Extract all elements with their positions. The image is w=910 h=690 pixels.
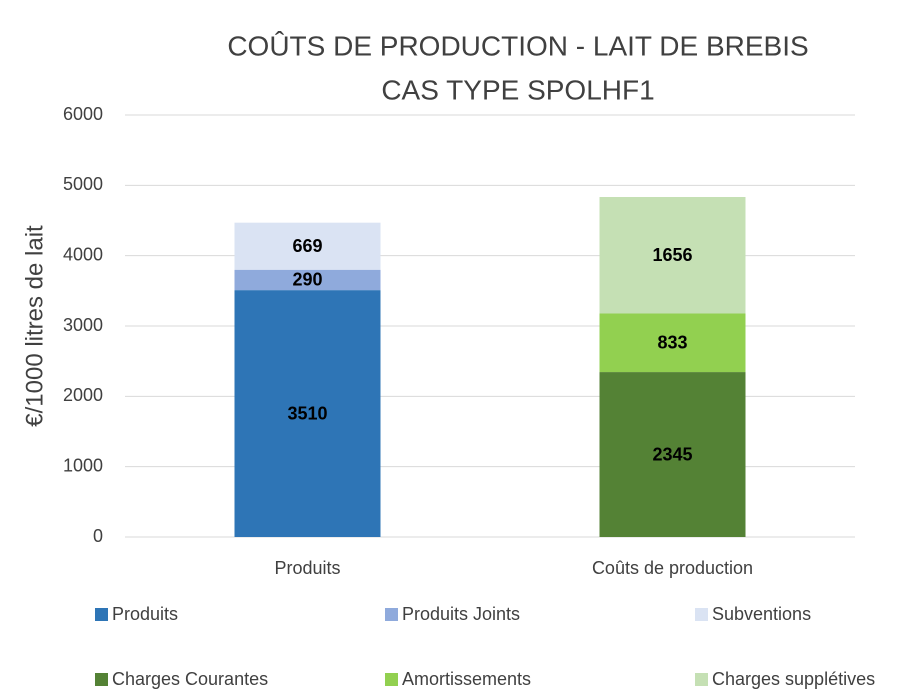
bar-segment <box>599 197 746 314</box>
legend-label: Produits Joints <box>402 604 520 624</box>
data-label: 669 <box>292 236 322 256</box>
data-label: 833 <box>657 333 687 353</box>
legend-swatch <box>695 608 708 621</box>
y-tick-label: 6000 <box>63 104 103 124</box>
legend-swatch <box>95 673 108 686</box>
bar-segment <box>234 269 381 291</box>
x-tick-label: Produits <box>274 558 340 578</box>
data-label: 3510 <box>287 403 327 423</box>
legend-swatch <box>385 608 398 621</box>
legend-label: Produits <box>112 604 178 624</box>
y-tick-label: 1000 <box>63 455 103 475</box>
bar-segment <box>599 372 746 537</box>
y-tick-label: 4000 <box>63 244 103 264</box>
data-label: 1656 <box>652 245 692 265</box>
legend-swatch <box>95 608 108 621</box>
y-tick-label: 2000 <box>63 385 103 405</box>
x-tick-label: Coûts de production <box>592 558 753 578</box>
legend-label: Amortissements <box>402 669 531 689</box>
y-tick-label: 3000 <box>63 315 103 335</box>
legend-label: Charges Courantes <box>112 669 268 689</box>
y-axis-label: €/1000 litres de lait <box>21 225 48 427</box>
data-label: 290 <box>292 270 322 290</box>
bar-segment <box>599 313 746 373</box>
data-label: 2345 <box>652 444 692 464</box>
legend-label: Charges supplétives <box>712 669 875 689</box>
legend-swatch <box>695 673 708 686</box>
chart-subtitle: CAS TYPE SPOLHF1 <box>381 74 654 105</box>
y-tick-label: 5000 <box>63 174 103 194</box>
legend-label: Subventions <box>712 604 811 624</box>
bar-segment <box>234 222 381 270</box>
chart-title: COÛTS DE PRODUCTION - LAIT DE BREBIS <box>227 30 808 61</box>
y-tick-label: 0 <box>93 526 103 546</box>
legend-swatch <box>385 673 398 686</box>
bar-segment <box>234 290 381 537</box>
